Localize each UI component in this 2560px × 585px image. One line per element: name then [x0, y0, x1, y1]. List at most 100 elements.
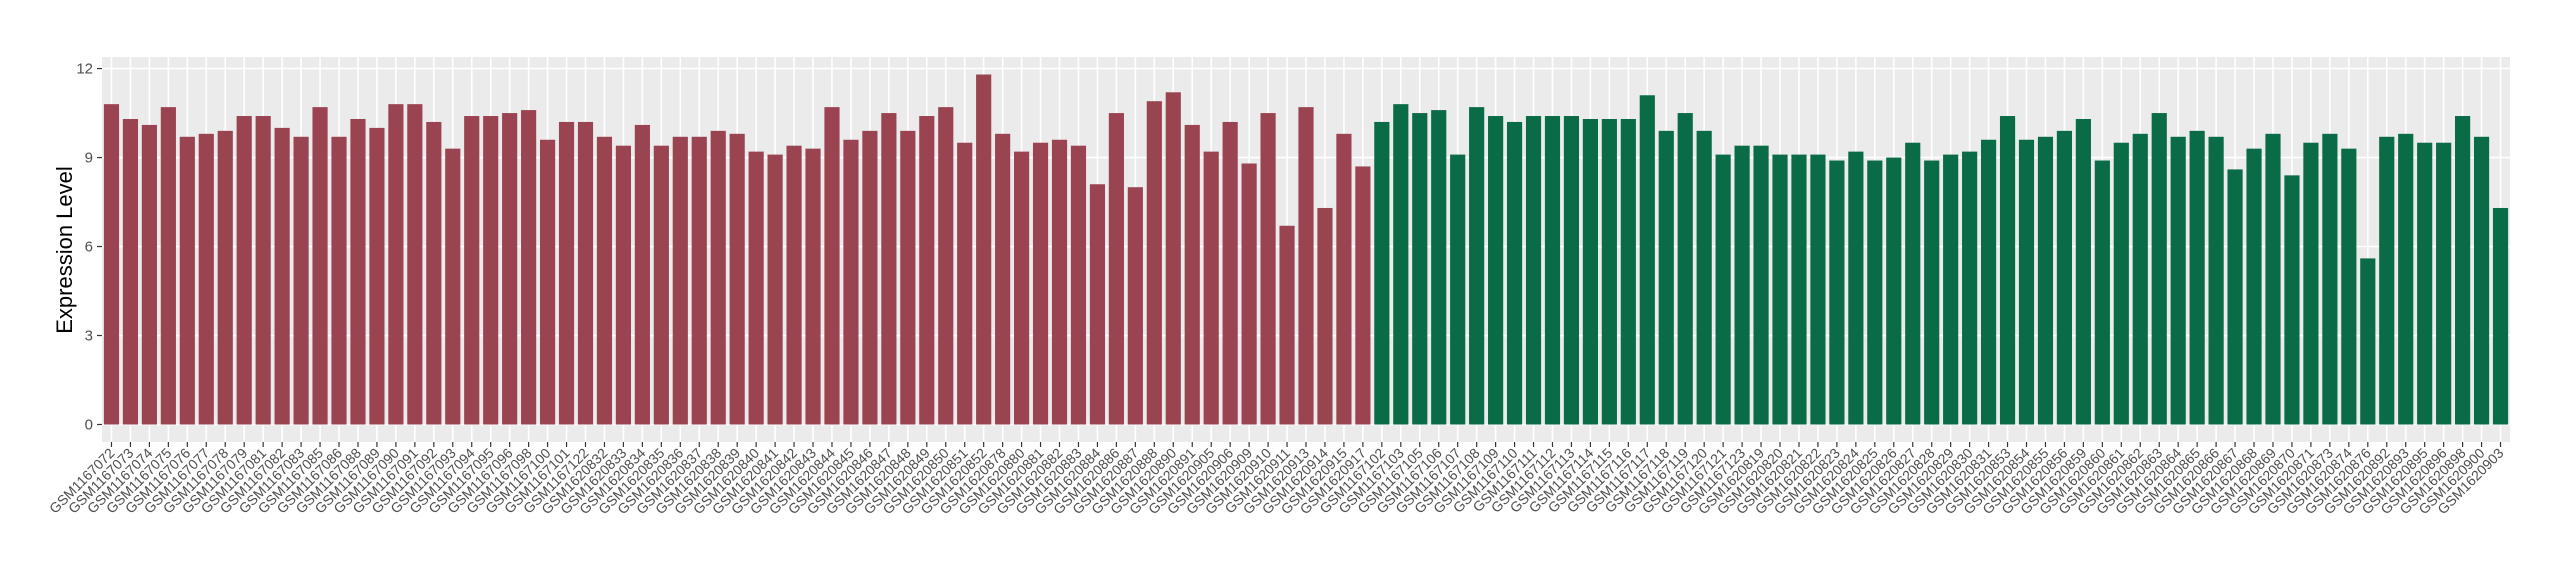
bar: [274, 127, 290, 425]
bar: [2075, 118, 2091, 425]
bar: [1108, 113, 1124, 425]
bar: [2398, 133, 2414, 425]
bar: [407, 104, 423, 425]
bar: [710, 130, 726, 425]
bar: [2360, 258, 2376, 425]
bar: [957, 142, 973, 425]
bar: [938, 107, 954, 425]
bar: [2473, 136, 2490, 425]
y-axis-title: Expression Level: [52, 166, 77, 334]
bar: [767, 154, 783, 425]
bar: [122, 118, 139, 425]
bar: [369, 127, 385, 425]
bar: [1203, 151, 1219, 425]
bar: [1412, 113, 1428, 425]
bar: [539, 139, 556, 425]
bar: [843, 139, 859, 425]
bar: [502, 113, 518, 425]
bar: [1829, 160, 1845, 425]
bar: [1014, 151, 1030, 425]
bar: [2379, 136, 2395, 425]
bar: [2170, 136, 2186, 425]
bar: [881, 113, 897, 425]
bar: [1165, 92, 1181, 425]
bar: [1488, 116, 1504, 425]
bar: [919, 116, 935, 425]
bar: [2189, 130, 2205, 425]
bar: [426, 121, 442, 425]
y-tick-label: 12: [76, 61, 93, 78]
bar: [558, 121, 575, 425]
bar: [1279, 225, 1295, 425]
bar: [1127, 187, 1143, 425]
bar: [1867, 160, 1883, 425]
bar: [1753, 145, 1769, 425]
bar: [1336, 133, 1352, 425]
bar: [900, 130, 916, 425]
bar: [1298, 107, 1314, 425]
bar: [1886, 157, 1902, 425]
bar: [1658, 130, 1674, 425]
bar: [445, 148, 461, 425]
bar: [1222, 121, 1238, 425]
y-tick-label: 6: [85, 239, 93, 256]
bar: [1563, 116, 1580, 425]
bar: [2436, 142, 2452, 425]
bar: [2056, 130, 2073, 425]
bar: [976, 74, 992, 425]
bar: [748, 151, 764, 425]
bar: [217, 130, 233, 425]
bar: [1639, 95, 1655, 425]
bar: [805, 148, 821, 425]
bar: [1791, 154, 1807, 425]
bar: [1241, 163, 1257, 425]
bar: [1620, 118, 1636, 425]
bar: [1999, 116, 2016, 425]
bar: [615, 145, 632, 425]
bar: [634, 124, 650, 425]
bar: [103, 104, 120, 425]
bar: [1943, 154, 1959, 425]
bar: [2492, 207, 2509, 425]
bar: [2208, 136, 2224, 425]
bar: [1469, 107, 1485, 425]
bar: [1317, 207, 1333, 425]
bar: [160, 107, 176, 425]
bar: [312, 107, 328, 425]
bar: [1601, 118, 1617, 425]
bar: [1905, 142, 1921, 425]
bar: [293, 136, 309, 425]
bar: [198, 133, 214, 425]
bar: [179, 136, 195, 425]
bar: [1848, 151, 1864, 425]
bar: [2322, 133, 2338, 425]
bar: [1734, 145, 1750, 425]
bar: [1032, 142, 1049, 425]
bar: [2284, 175, 2300, 425]
bar: [2094, 160, 2110, 425]
bar: [862, 130, 878, 425]
bar: [1051, 139, 1068, 425]
bar: [1715, 154, 1731, 425]
bar: [1772, 154, 1788, 425]
bar: [236, 116, 252, 425]
bar: [653, 145, 669, 425]
bar: [1582, 118, 1598, 425]
bar: [1393, 104, 1409, 425]
bar: [1146, 101, 1162, 425]
bar: [2341, 148, 2357, 425]
bar: [483, 116, 499, 425]
bar: [2227, 169, 2243, 425]
bar: [1924, 160, 1940, 425]
bar: [1260, 113, 1276, 425]
bar: [331, 136, 347, 425]
bar: [1089, 184, 1106, 425]
bar: [2455, 116, 2471, 425]
y-tick-label: 0: [85, 417, 93, 434]
bar: [1810, 154, 1826, 425]
bar: [2037, 136, 2054, 425]
y-tick-label: 3: [85, 328, 93, 345]
bar: [729, 133, 745, 425]
bar: [464, 116, 480, 425]
